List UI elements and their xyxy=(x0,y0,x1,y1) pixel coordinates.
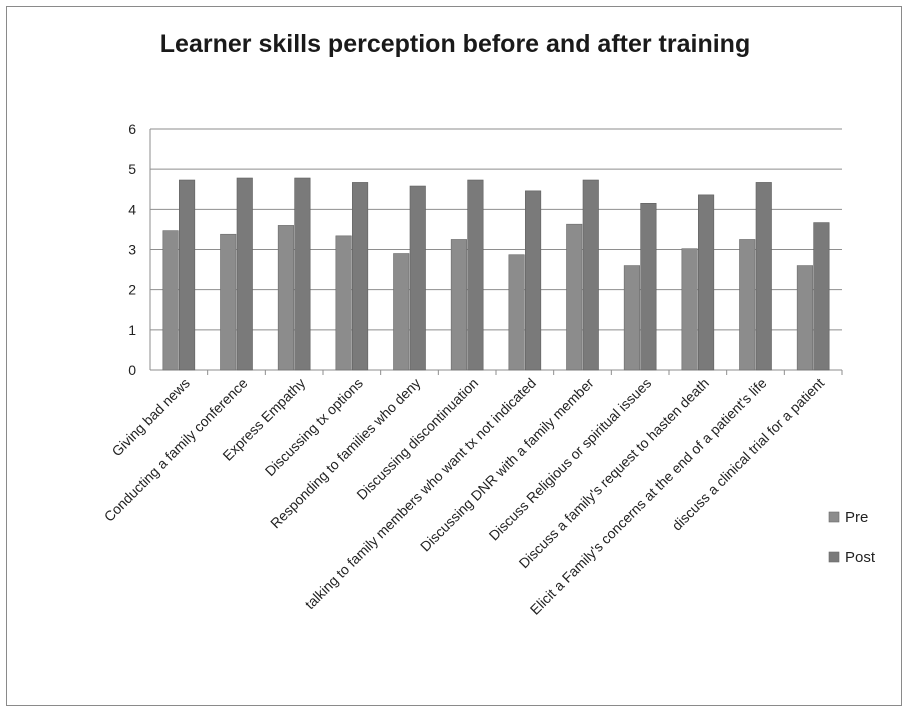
bar-pre xyxy=(162,230,179,371)
bar-post xyxy=(236,177,253,371)
legend-label-post: Post xyxy=(845,549,876,566)
y-tick-label: 0 xyxy=(128,362,136,378)
bar-pre xyxy=(335,235,352,371)
bar-pre xyxy=(393,253,410,371)
chart-title: Learner skills perception before and aft… xyxy=(159,30,751,58)
bar-post xyxy=(755,182,772,371)
bar-pre xyxy=(739,239,756,371)
bar-post xyxy=(409,185,426,371)
category-label: Discussing tx options xyxy=(262,375,366,479)
y-tick-label: 6 xyxy=(128,121,136,137)
bar-post xyxy=(698,194,715,371)
bar-post xyxy=(525,190,542,371)
bar-pre xyxy=(623,265,640,371)
bar-pre xyxy=(681,248,698,371)
y-tick-label: 1 xyxy=(128,322,136,338)
bar-pre xyxy=(796,265,813,371)
bar-pre xyxy=(450,239,467,371)
bar-post xyxy=(352,182,369,371)
y-tick-label: 2 xyxy=(128,282,136,298)
bar-post xyxy=(467,179,484,371)
bar-post xyxy=(813,222,830,371)
legend-label-pre: Pre xyxy=(845,509,868,526)
legend-swatch-pre xyxy=(828,511,840,523)
y-tick-label: 4 xyxy=(128,201,136,217)
category-label: Discussing discontinuation xyxy=(353,375,481,503)
bar-pre xyxy=(566,223,583,371)
bar-post xyxy=(179,179,196,371)
bar-pre xyxy=(220,233,237,371)
y-tick-label: 3 xyxy=(128,242,136,258)
bar-post xyxy=(640,203,657,371)
bar-post xyxy=(294,177,311,371)
bar-pre xyxy=(508,254,525,371)
bar-post xyxy=(582,179,599,371)
legend-swatch-post xyxy=(828,551,840,563)
y-tick-label: 5 xyxy=(128,161,136,177)
bar-pre xyxy=(277,225,294,371)
